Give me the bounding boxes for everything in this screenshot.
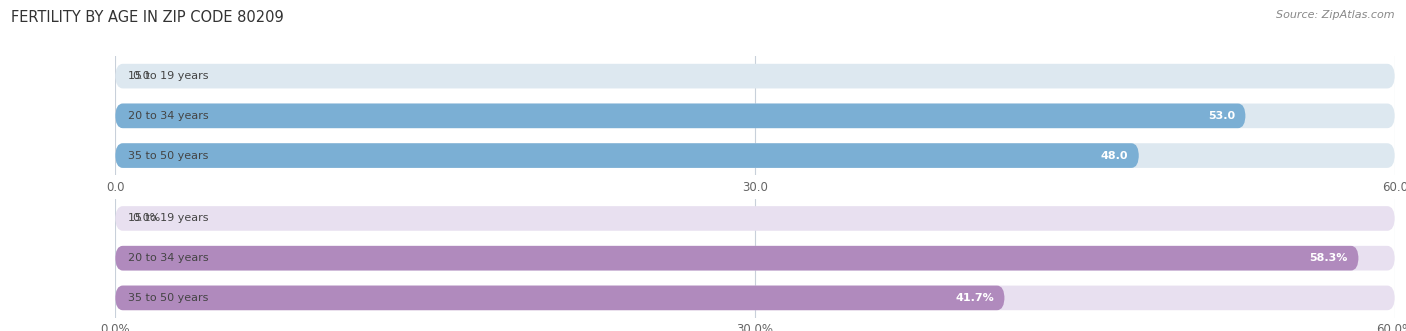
FancyBboxPatch shape [115,143,1139,168]
Text: 20 to 34 years: 20 to 34 years [128,111,208,121]
Text: 0.0%: 0.0% [132,213,160,223]
Text: 58.3%: 58.3% [1309,253,1348,263]
Text: 35 to 50 years: 35 to 50 years [128,151,208,161]
FancyBboxPatch shape [115,286,1395,310]
FancyBboxPatch shape [115,104,1246,128]
FancyBboxPatch shape [115,246,1358,270]
Text: 20 to 34 years: 20 to 34 years [128,253,208,263]
FancyBboxPatch shape [115,64,1395,88]
Text: FERTILITY BY AGE IN ZIP CODE 80209: FERTILITY BY AGE IN ZIP CODE 80209 [11,10,284,25]
Text: Source: ZipAtlas.com: Source: ZipAtlas.com [1277,10,1395,20]
Text: 35 to 50 years: 35 to 50 years [128,293,208,303]
FancyBboxPatch shape [115,246,1395,270]
FancyBboxPatch shape [115,206,1395,231]
FancyBboxPatch shape [115,104,1395,128]
Text: 53.0: 53.0 [1208,111,1234,121]
Text: 15 to 19 years: 15 to 19 years [128,71,208,81]
FancyBboxPatch shape [115,286,1004,310]
FancyBboxPatch shape [115,143,1395,168]
Text: 41.7%: 41.7% [955,293,994,303]
Text: 0.0: 0.0 [132,71,150,81]
Text: 15 to 19 years: 15 to 19 years [128,213,208,223]
Text: 48.0: 48.0 [1101,151,1128,161]
